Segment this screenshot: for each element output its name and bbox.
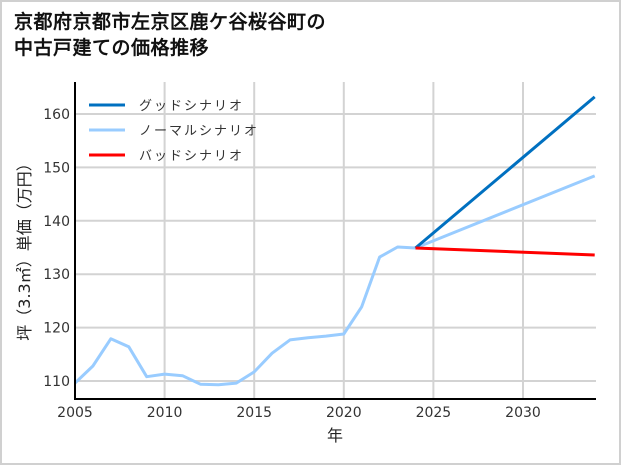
series-lines: [73, 95, 596, 387]
y-tick-label: 110: [43, 374, 70, 390]
x-axis-label: 年: [327, 426, 343, 445]
x-tick-label: 2025: [416, 405, 452, 421]
x-tick-label: 2020: [326, 405, 362, 421]
tick-labels: 2005 2010 2015 2020 2025 2030 110 120 130 140 150 1…: [43, 107, 541, 421]
x-tick-label: 2005: [57, 405, 93, 421]
legend-label: バッドシナリオ: [139, 149, 244, 164]
y-tick-label: 150: [43, 160, 70, 176]
x-tick-label: 2015: [236, 405, 272, 421]
x-tick-label: 2010: [147, 405, 183, 421]
axes: [74, 82, 596, 400]
y-tick-label: 120: [43, 321, 70, 337]
series-line: [415, 246, 595, 257]
y-tick-label: 140: [43, 214, 70, 230]
legend-label: グッドシナリオ: [139, 99, 244, 114]
chart-title-line2: 中古戸建ての価格推移: [14, 37, 210, 59]
y-tick-label: 160: [43, 107, 70, 123]
y-axis-label: 坪（3.3㎡）単価（万円）: [15, 155, 34, 340]
y-tick-label: 130: [43, 267, 70, 283]
series-line: [73, 174, 596, 387]
chart-title-line1: 京都府京都市左京区鹿ケ谷桜谷町の: [14, 11, 327, 33]
chart-title: 京都府京都市左京区鹿ケ谷桜谷町の 中古戸建ての価格推移: [14, 9, 326, 61]
x-tick-label: 2030: [505, 405, 541, 421]
series-line: [414, 95, 596, 250]
legend-label: ノーマルシナリオ: [139, 124, 259, 139]
